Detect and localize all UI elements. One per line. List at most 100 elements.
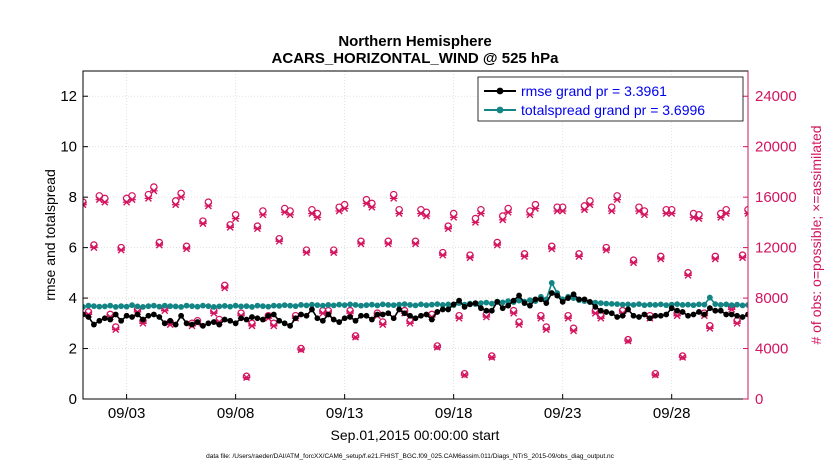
rmse-point <box>439 306 446 313</box>
obs-assimilated-point <box>248 322 256 330</box>
rmse-point <box>712 307 719 314</box>
rmse-point <box>646 315 653 322</box>
rmse-point <box>200 322 206 329</box>
obs-assimilated-point <box>422 212 431 220</box>
totalspread-point <box>194 303 201 310</box>
obs-assimilated-point <box>716 213 725 221</box>
obs-assimilated-point <box>329 249 338 257</box>
totalspread-point <box>254 302 261 309</box>
totalspread-point <box>690 302 697 309</box>
obs-possible-point <box>799 213 805 219</box>
totalspread-point <box>696 301 702 308</box>
rmse-point <box>668 305 675 312</box>
totalspread-point <box>619 301 626 308</box>
chart-title: Northern Hemisphere <box>338 33 491 50</box>
obs-assimilated-point <box>384 240 393 248</box>
y-tick-label-left: 0 <box>69 391 77 408</box>
rmse-point <box>505 302 512 309</box>
rmse-point <box>347 314 353 320</box>
rmse-point <box>85 314 92 320</box>
x-axis-label: Sep.01,2015 00:00:00 start <box>331 427 500 443</box>
obs-assimilated-point <box>542 326 551 334</box>
rmse-point <box>107 316 114 323</box>
obs-assimilated-stroke <box>800 217 806 223</box>
obs-assimilated-stroke <box>756 309 762 315</box>
obs-assimilated-point <box>597 314 605 322</box>
obs-possible-point <box>297 344 305 353</box>
totalspread-point <box>259 303 266 310</box>
totalspread-point <box>712 301 719 308</box>
legend: rmse grand pr = 3.3961 totalspread grand… <box>477 76 744 122</box>
rmse-point <box>129 314 135 320</box>
totalspread-point <box>221 302 228 309</box>
obs-assimilated-stroke <box>761 327 767 333</box>
obs-assimilated-point <box>624 337 632 345</box>
totalspread-point <box>597 300 604 307</box>
obs-assimilated-point <box>580 206 589 214</box>
totalspread-point <box>657 301 664 308</box>
obs-assimilated-point <box>150 187 158 195</box>
rmse-point <box>690 311 697 318</box>
rmse-point <box>450 301 457 308</box>
totalspread-point <box>118 303 125 310</box>
rmse-point <box>625 306 631 313</box>
obs-assimilated-stroke <box>772 207 778 213</box>
obs-assimilated-point <box>586 201 594 209</box>
rmse-point <box>456 297 463 304</box>
totalspread-point <box>336 301 343 308</box>
obs-assimilated-point <box>673 312 681 320</box>
totalspread-point <box>178 304 185 310</box>
obs-assimilated-point <box>689 213 698 221</box>
totalspread-point <box>270 302 277 309</box>
rmse-point <box>270 311 277 318</box>
obs-assimilated-stroke <box>783 314 789 320</box>
obs-assimilated-stroke <box>83 203 87 209</box>
rmse-point <box>478 305 484 312</box>
totalspread-point <box>685 301 691 308</box>
rmse-point <box>390 315 397 322</box>
totalspread-point <box>83 304 86 310</box>
obs-assimilated-point <box>575 252 583 260</box>
rmse-point <box>319 317 326 324</box>
obs-assimilated-series <box>83 187 806 382</box>
rmse-point <box>461 304 468 310</box>
obs-assimilated-point <box>411 240 420 248</box>
obs-assimilated-point <box>269 322 278 330</box>
totalspread-point <box>548 280 555 286</box>
rmse-point <box>554 292 561 299</box>
obs-assimilated-point <box>651 371 660 379</box>
obs-assimilated-stroke <box>789 328 795 334</box>
totalspread-point <box>287 302 294 309</box>
obs-assimilated-point <box>733 319 741 327</box>
obs-assimilated-point <box>438 251 447 259</box>
obs-assimilated-point <box>493 241 502 249</box>
obs-assimilated-point <box>351 333 360 341</box>
totalspread-point <box>717 301 724 308</box>
totalspread-point <box>205 303 212 310</box>
obs-assimilated-point <box>395 210 403 218</box>
rmse-point <box>783 310 789 316</box>
y-tick-label-right: 20000 <box>755 139 797 156</box>
rmse-point <box>559 298 566 305</box>
rmse-point <box>636 314 642 320</box>
obs-assimilated-stroke <box>756 309 762 315</box>
y-tick-label-right: 12000 <box>755 240 797 257</box>
grid-lines <box>83 71 748 400</box>
totalspread-point <box>325 301 332 308</box>
obs-assimilated-stroke <box>750 207 756 213</box>
totalspread-point <box>603 300 610 307</box>
totalspread-point <box>794 303 800 309</box>
rmse-point <box>445 306 452 313</box>
totalspread-point <box>167 303 174 310</box>
rmse-point <box>314 315 321 322</box>
rmse-point <box>767 312 773 318</box>
rmse-point <box>150 311 157 318</box>
y-axis-label-left: rmse and totalspread <box>42 169 58 301</box>
rmse-point <box>227 317 234 324</box>
obs-assimilated-point <box>782 314 790 320</box>
rmse-point <box>298 311 304 318</box>
totalspread-point <box>265 303 272 310</box>
rmse-point <box>249 314 255 320</box>
rmse-point <box>619 312 626 319</box>
obs-assimilated-point <box>498 216 507 224</box>
